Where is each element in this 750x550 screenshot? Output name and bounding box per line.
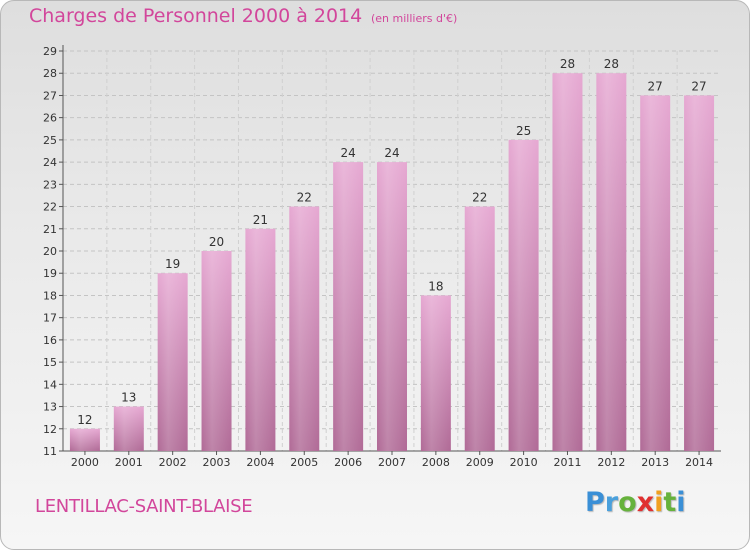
y-tick-label: 29 (43, 45, 57, 58)
bar-shine (684, 95, 715, 451)
bar-shine (157, 273, 188, 451)
y-tick-label: 15 (43, 356, 57, 369)
data-label-2012: 28 (604, 57, 619, 71)
x-tick-label-2010: 2010 (510, 456, 538, 469)
data-label-2000: 12 (77, 413, 92, 427)
data-label-2011: 28 (560, 57, 575, 71)
data-label-2003: 20 (209, 235, 224, 249)
bar-shine (464, 206, 495, 451)
chart-subtitle: (en milliers d'€) (371, 12, 458, 25)
y-tick-label: 20 (43, 245, 57, 258)
y-tick-label: 12 (43, 423, 57, 436)
data-label-2007: 24 (384, 146, 399, 160)
y-tick-label: 17 (43, 312, 57, 325)
x-tick-label-2002: 2002 (159, 456, 187, 469)
bar-shine (69, 428, 100, 451)
y-tick-label: 26 (43, 112, 57, 125)
y-tick-label: 21 (43, 223, 57, 236)
bar-shine (420, 295, 451, 451)
data-label-2001: 13 (121, 391, 136, 405)
y-tick-label: 13 (43, 401, 57, 414)
data-label-2008: 18 (428, 279, 443, 293)
data-label-2010: 25 (516, 124, 531, 138)
x-tick-label-2008: 2008 (422, 456, 450, 469)
place-name: LENTILLAC-SAINT-BLAISE (35, 496, 253, 517)
bar-shine (640, 95, 671, 451)
bar-shine (113, 406, 144, 451)
bar-shine (289, 206, 320, 451)
x-tick-label-2012: 2012 (597, 456, 625, 469)
x-tick-label-2011: 2011 (553, 456, 581, 469)
bar-shine (508, 139, 539, 451)
data-label-2002: 19 (165, 257, 180, 271)
x-tick-label-2007: 2007 (378, 456, 406, 469)
data-label-2004: 21 (253, 213, 268, 227)
x-tick-label-2006: 2006 (334, 456, 362, 469)
bar-shine (377, 162, 407, 451)
y-tick-label: 16 (43, 334, 57, 347)
data-label-2014: 27 (691, 79, 706, 93)
y-tick-label: 25 (43, 134, 57, 147)
data-label-2009: 22 (472, 191, 487, 205)
label-layer: 11 12 13 14 15 16 17 18 19 20 21 22 23 24 25 26 27 28 29 12… (43, 45, 713, 469)
y-tick-label: 11 (43, 445, 57, 458)
data-label-2006: 24 (340, 146, 355, 160)
data-label-2013: 27 (648, 79, 663, 93)
y-tick-label: 23 (43, 178, 57, 191)
y-tick-label: 28 (43, 67, 57, 80)
y-tick-label: 19 (43, 267, 57, 280)
y-tick-label: 27 (43, 89, 57, 102)
bar-layer (69, 73, 715, 451)
y-tick-label: 24 (43, 156, 57, 169)
x-tick-label-2014: 2014 (685, 456, 713, 469)
x-tick-label-2004: 2004 (246, 456, 274, 469)
y-tick-label: 22 (43, 201, 57, 214)
bar-shine (245, 228, 276, 451)
chart-title: Charges de Personnel 2000 à 2014 (29, 5, 363, 27)
x-tick-label-2005: 2005 (290, 456, 318, 469)
data-label-2005: 22 (297, 191, 312, 205)
bar-shine (201, 251, 232, 451)
bar-shine (333, 162, 364, 451)
y-tick-label: 18 (43, 289, 57, 302)
y-tick-label: 14 (43, 378, 57, 391)
x-tick-label-2009: 2009 (466, 456, 494, 469)
x-tick-label-2001: 2001 (115, 456, 143, 469)
x-tick-label-2000: 2000 (71, 456, 99, 469)
bar-shine (552, 73, 583, 451)
bar-shine (596, 73, 627, 451)
proxiti-logo: Proxiti (585, 487, 686, 518)
x-tick-label-2003: 2003 (203, 456, 231, 469)
x-tick-label-2013: 2013 (641, 456, 669, 469)
